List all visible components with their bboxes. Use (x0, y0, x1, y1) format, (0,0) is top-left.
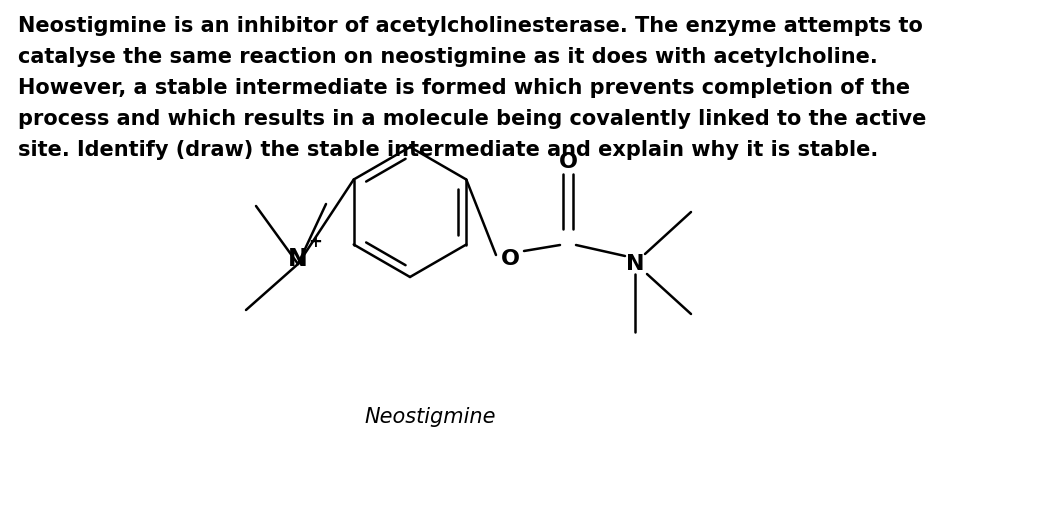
Text: Neostigmine: Neostigmine (364, 407, 495, 427)
Text: O: O (501, 249, 520, 269)
Text: N: N (288, 247, 308, 271)
Text: catalyse the same reaction on neostigmine as it does with acetylcholine.: catalyse the same reaction on neostigmin… (18, 47, 877, 67)
Text: process and which results in a molecule being covalently linked to the active: process and which results in a molecule … (18, 109, 927, 129)
Text: O: O (559, 152, 578, 172)
Text: However, a stable intermediate is formed which prevents completion of the: However, a stable intermediate is formed… (18, 78, 910, 98)
Text: site. Identify (draw) the stable intermediate and explain why it is stable.: site. Identify (draw) the stable interme… (18, 140, 878, 160)
Text: Neostigmine is an inhibitor of acetylcholinesterase. The enzyme attempts to: Neostigmine is an inhibitor of acetylcho… (18, 16, 923, 36)
Text: +: + (308, 233, 322, 251)
Text: N: N (626, 254, 644, 274)
